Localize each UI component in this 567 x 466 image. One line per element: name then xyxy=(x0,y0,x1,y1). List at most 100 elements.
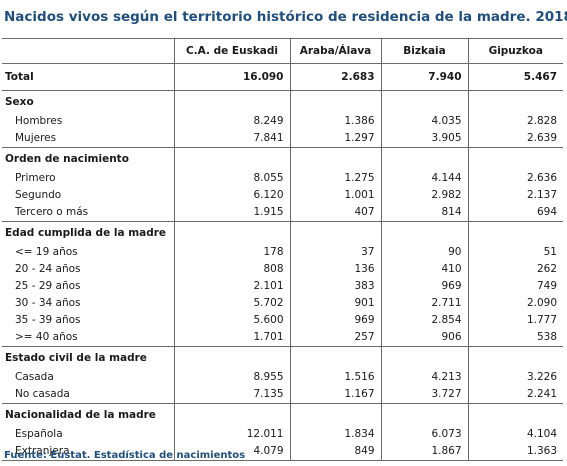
section-header-spacer xyxy=(173,346,290,369)
births-table: C.A. de Euskadi Araba/Álava Bizkaia Gipu… xyxy=(2,38,563,461)
cell-value: 383 xyxy=(289,278,381,295)
section-header-spacer xyxy=(467,221,563,244)
section-header: Orden de nacimiento xyxy=(2,147,174,170)
cell-value: 90 xyxy=(380,244,468,261)
table-row: Tercero o más 1.915 407 814 694 xyxy=(2,204,563,222)
table-row: No casada 7.135 1.167 3.727 2.241 xyxy=(2,386,563,404)
section-header: Edad cumplida de la madre xyxy=(2,221,174,244)
cell-value: 3.905 xyxy=(380,130,468,148)
header-blank xyxy=(2,38,174,64)
table-row: 25 - 29 años 2.101 383 969 749 xyxy=(2,278,563,295)
row-label: Tercero o más xyxy=(15,206,89,218)
cell-value: 969 xyxy=(380,278,468,295)
cell-value: 136 xyxy=(289,261,381,278)
cell-value: 4.144 xyxy=(380,170,468,187)
section-header-spacer xyxy=(467,90,563,113)
cell-value: 2.090 xyxy=(467,295,563,312)
row-label: No casada xyxy=(15,388,70,400)
cell-value: 1.297 xyxy=(289,130,381,148)
cell-value: 5.702 xyxy=(173,295,290,312)
cell-value: 8.955 xyxy=(173,369,290,386)
cell-value: 3.727 xyxy=(380,386,468,404)
cell-value: 262 xyxy=(467,261,563,278)
cell-value: 2.636 xyxy=(467,170,563,187)
cell-value: 849 xyxy=(289,443,381,461)
cell-value: 969 xyxy=(289,312,381,329)
table-row: Hombres 8.249 1.386 4.035 2.828 xyxy=(2,113,563,130)
cell-value: 7.940 xyxy=(380,63,468,91)
section-header-row: Estado civil de la madre xyxy=(2,346,563,369)
row-label: Extranjera xyxy=(2,443,174,461)
section-header: Sexo xyxy=(5,96,34,108)
cell-value: 1.386 xyxy=(289,113,381,130)
section-header-spacer xyxy=(380,147,468,170)
section-header-spacer xyxy=(467,346,563,369)
cell-value: 1.363 xyxy=(467,443,563,461)
cell-value: 2.854 xyxy=(380,312,468,329)
cell-value: 4.104 xyxy=(467,426,563,443)
row-label: Hombres xyxy=(15,115,63,127)
section-header-row: Nacionalidad de la madre xyxy=(2,403,563,426)
section-header-spacer xyxy=(289,346,381,369)
row-label: Segundo xyxy=(15,189,62,201)
section-header-spacer xyxy=(289,147,381,170)
cell-value: 814 xyxy=(380,204,468,222)
cell-value: 1.834 xyxy=(289,426,381,443)
cell-value: 2.241 xyxy=(467,386,563,404)
header-row: C.A. de Euskadi Araba/Álava Bizkaia Gipu… xyxy=(2,38,563,64)
cell-value: 694 xyxy=(467,204,563,222)
cell-value: 2.982 xyxy=(380,187,468,204)
section-header-spacer xyxy=(289,403,381,426)
table-row: Mujeres 7.841 1.297 3.905 2.639 xyxy=(2,130,563,148)
table-row: Casada 8.955 1.516 4.213 3.226 xyxy=(2,369,563,386)
row-label: Total xyxy=(2,63,174,91)
section-header-row: Orden de nacimiento xyxy=(2,147,563,170)
column-header: Bizkaia xyxy=(380,38,468,64)
cell-value: 4.079 xyxy=(173,443,290,461)
table-row: Segundo 6.120 1.001 2.982 2.137 xyxy=(2,187,563,204)
row-label: 20 - 24 años xyxy=(15,263,81,275)
table-row: 30 - 34 años 5.702 901 2.711 2.090 xyxy=(2,295,563,312)
table-row: >= 40 años 1.701 257 906 538 xyxy=(2,329,563,347)
section-header-spacer xyxy=(380,221,468,244)
cell-value: 906 xyxy=(380,329,468,347)
section-header-spacer xyxy=(380,90,468,113)
cell-value: 2.683 xyxy=(289,63,381,91)
cell-value: 3.226 xyxy=(467,369,563,386)
row-label: Primero xyxy=(15,172,56,184)
cell-value: 1.777 xyxy=(467,312,563,329)
cell-value: 1.915 xyxy=(173,204,290,222)
source-note: Fuente: Eustat. Estadística de nacimient… xyxy=(4,450,246,461)
table-row: Española 12.011 1.834 6.073 4.104 xyxy=(2,426,563,443)
section-header-spacer xyxy=(380,403,468,426)
cell-value: 4.035 xyxy=(380,113,468,130)
cell-value: 7.135 xyxy=(173,386,290,404)
cell-value: 257 xyxy=(289,329,381,347)
cell-value: 1.516 xyxy=(289,369,381,386)
section-header-spacer xyxy=(173,403,290,426)
cell-value: 1.275 xyxy=(289,170,381,187)
cell-value: 37 xyxy=(289,244,381,261)
column-header: Gipuzkoa xyxy=(467,38,563,64)
column-header: C.A. de Euskadi xyxy=(173,38,290,64)
cell-value: 1.167 xyxy=(289,386,381,404)
row-label: Mujeres xyxy=(15,132,57,144)
cell-value: 901 xyxy=(289,295,381,312)
cell-value: 5.467 xyxy=(467,63,563,91)
cell-value: 6.120 xyxy=(173,187,290,204)
cell-value: 749 xyxy=(467,278,563,295)
section-header-row: Sexo xyxy=(2,90,563,113)
cell-value: 178 xyxy=(173,244,290,261)
table-row: <= 19 años 178 37 90 51 xyxy=(2,244,563,261)
table-row: Extranjera 4.079 849 1.867 1.363 xyxy=(2,443,563,461)
total-row: Total 16.090 2.683 7.940 5.467 xyxy=(2,63,563,91)
section-header-row: Edad cumplida de la madre xyxy=(2,221,563,244)
cell-value: 5.600 xyxy=(173,312,290,329)
section-header-spacer xyxy=(173,221,290,244)
row-label: Casada xyxy=(15,371,54,383)
section-header-spacer xyxy=(467,147,563,170)
section-header-spacer xyxy=(289,221,381,244)
table-row: Primero 8.055 1.275 4.144 2.636 xyxy=(2,170,563,187)
section-header: Nacionalidad de la madre xyxy=(2,403,174,426)
table-title: Nacidos vivos según el territorio histór… xyxy=(4,9,567,25)
